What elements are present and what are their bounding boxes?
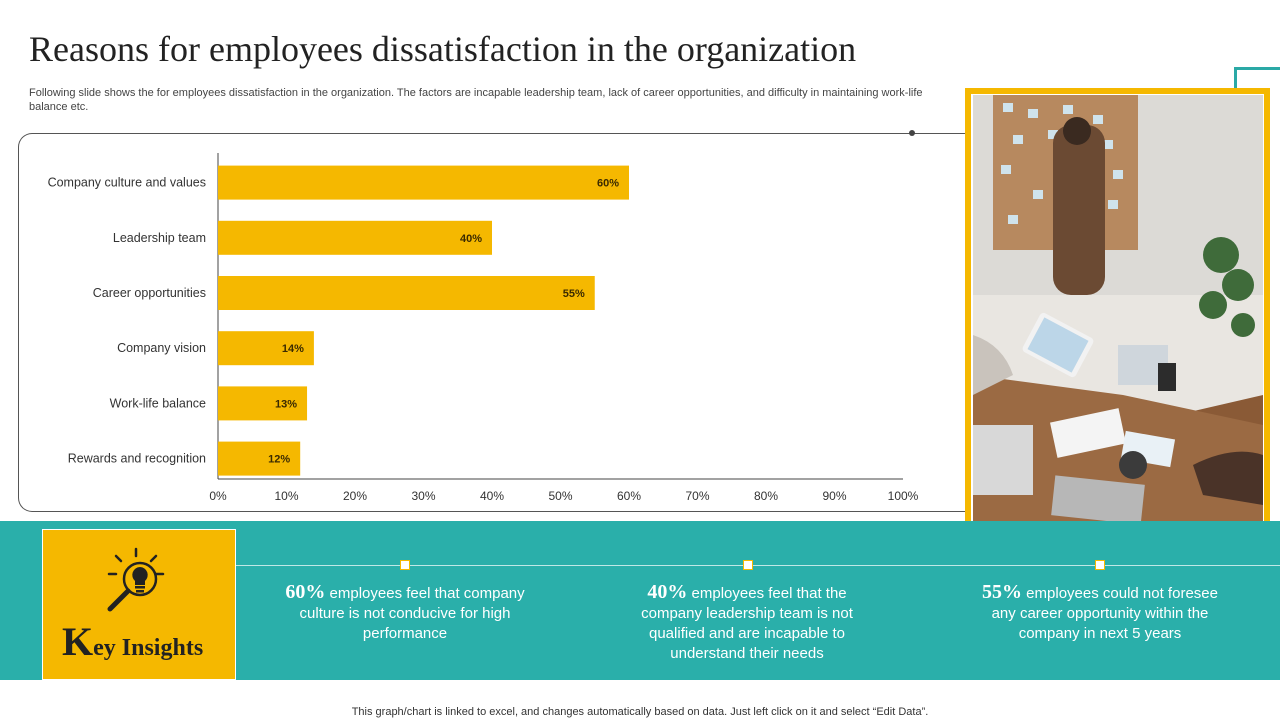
x-tick-label: 90% (822, 489, 846, 503)
category-label: Career opportunities (93, 286, 206, 300)
bar (218, 331, 314, 366)
category-label: Work-life balance (110, 396, 206, 410)
insight-1-pct: 60% (285, 581, 326, 603)
x-tick-label: 0% (209, 489, 227, 503)
x-tick-label: 20% (343, 489, 367, 503)
bar (218, 386, 308, 421)
data-label: 60% (597, 178, 619, 190)
insight-3-pct: 55% (982, 581, 1023, 603)
timeline-node (743, 560, 753, 570)
insight-1: 60% employees feel that company culture … (280, 582, 530, 644)
x-tick-label: 10% (274, 489, 298, 503)
insight-3-text: employees could not foresee any career o… (991, 585, 1218, 642)
bar (218, 276, 595, 310)
insight-1-text: employees feel that company culture is n… (299, 585, 525, 642)
data-label: 40% (460, 233, 482, 245)
x-tick-label: 30% (411, 489, 435, 503)
category-label: Leadership team (113, 231, 206, 245)
timeline-node (1095, 560, 1105, 570)
office-meeting-photo (973, 95, 1263, 531)
data-label: 13% (275, 398, 297, 410)
timeline-node (400, 560, 410, 570)
page-subtitle: Following slide shows the for employees … (29, 87, 923, 113)
bar (218, 220, 492, 255)
x-tick-label: 40% (480, 489, 504, 503)
page-title: Reasons for employees dissatisfaction in… (29, 29, 857, 69)
x-tick-label: 80% (754, 489, 778, 503)
bar (218, 165, 629, 200)
chart-frame (18, 133, 968, 512)
chart-frame-dot (909, 130, 915, 136)
category-label: Company culture and values (48, 176, 206, 190)
insight-2: 40% employees feel that the company lead… (622, 582, 872, 664)
bar (218, 441, 301, 476)
x-tick-label: 70% (685, 489, 709, 503)
key-insights-box (42, 529, 236, 680)
insights-timeline (236, 565, 1280, 566)
category-label: Rewards and recognition (68, 452, 206, 466)
bulb-magnifier-icon (107, 547, 165, 612)
bar-chart: Company culture and values 60% Leadership … (48, 153, 919, 503)
insight-2-text: employees feel that the company leadersh… (641, 585, 853, 662)
x-tick-label: 100% (888, 489, 919, 503)
data-label: 12% (268, 454, 290, 466)
x-tick-label: 50% (548, 489, 572, 503)
insight-3: 55% employees could not foresee any care… (975, 582, 1225, 644)
footer-note: This graph/chart is linked to excel, and… (351, 706, 929, 718)
insight-2-pct: 40% (647, 581, 688, 603)
data-label: 14% (282, 343, 304, 355)
x-tick-label: 60% (617, 489, 641, 503)
category-label: Company vision (117, 341, 206, 355)
key-insights-title: Key Insights (62, 619, 204, 664)
data-label: 55% (563, 288, 585, 300)
